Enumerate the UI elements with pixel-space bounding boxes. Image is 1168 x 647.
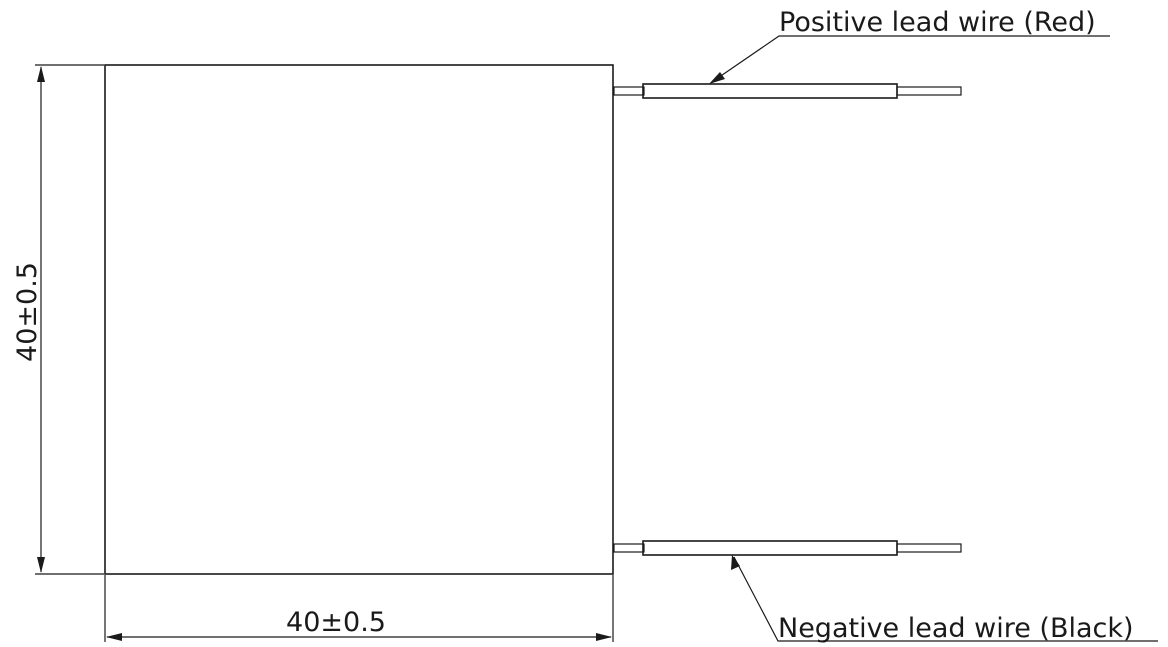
positive-lead-arrowhead [709,72,725,84]
positive-lead-wire [613,83,962,99]
positive-lead-bare-wire-tip [896,86,962,96]
positive-lead-insulation [642,83,898,99]
negative-lead-bare-wire-tip [896,543,962,553]
module-body [104,64,614,575]
positive-lead-label: Positive lead wire (Red) [779,7,1096,38]
width-dimension-value: 40±0.5 [286,607,386,638]
negative-lead-callout: Negative lead wire (Black) [731,555,1158,644]
width-dimension: 40±0.5 [104,575,614,642]
negative-lead-label: Negative lead wire (Black) [778,613,1134,644]
negative-lead-leader-line [733,556,1158,642]
negative-lead-bare-wire-inner [613,543,645,553]
positive-lead-bare-wire-inner [613,86,645,96]
height-arrow-bottom [37,557,45,573]
width-arrow-right [596,633,612,641]
negative-lead-arrowhead [731,555,740,570]
positive-lead-callout: Positive lead wire (Red) [709,7,1110,84]
positive-lead-leader-line [711,35,1110,83]
negative-lead-wire [613,540,962,556]
width-arrow-left [106,633,122,641]
height-dimension-value: 40±0.5 [12,262,43,362]
height-arrow-top [37,66,45,82]
negative-lead-insulation [642,540,898,556]
height-dimension: 40±0.5 [12,64,104,575]
